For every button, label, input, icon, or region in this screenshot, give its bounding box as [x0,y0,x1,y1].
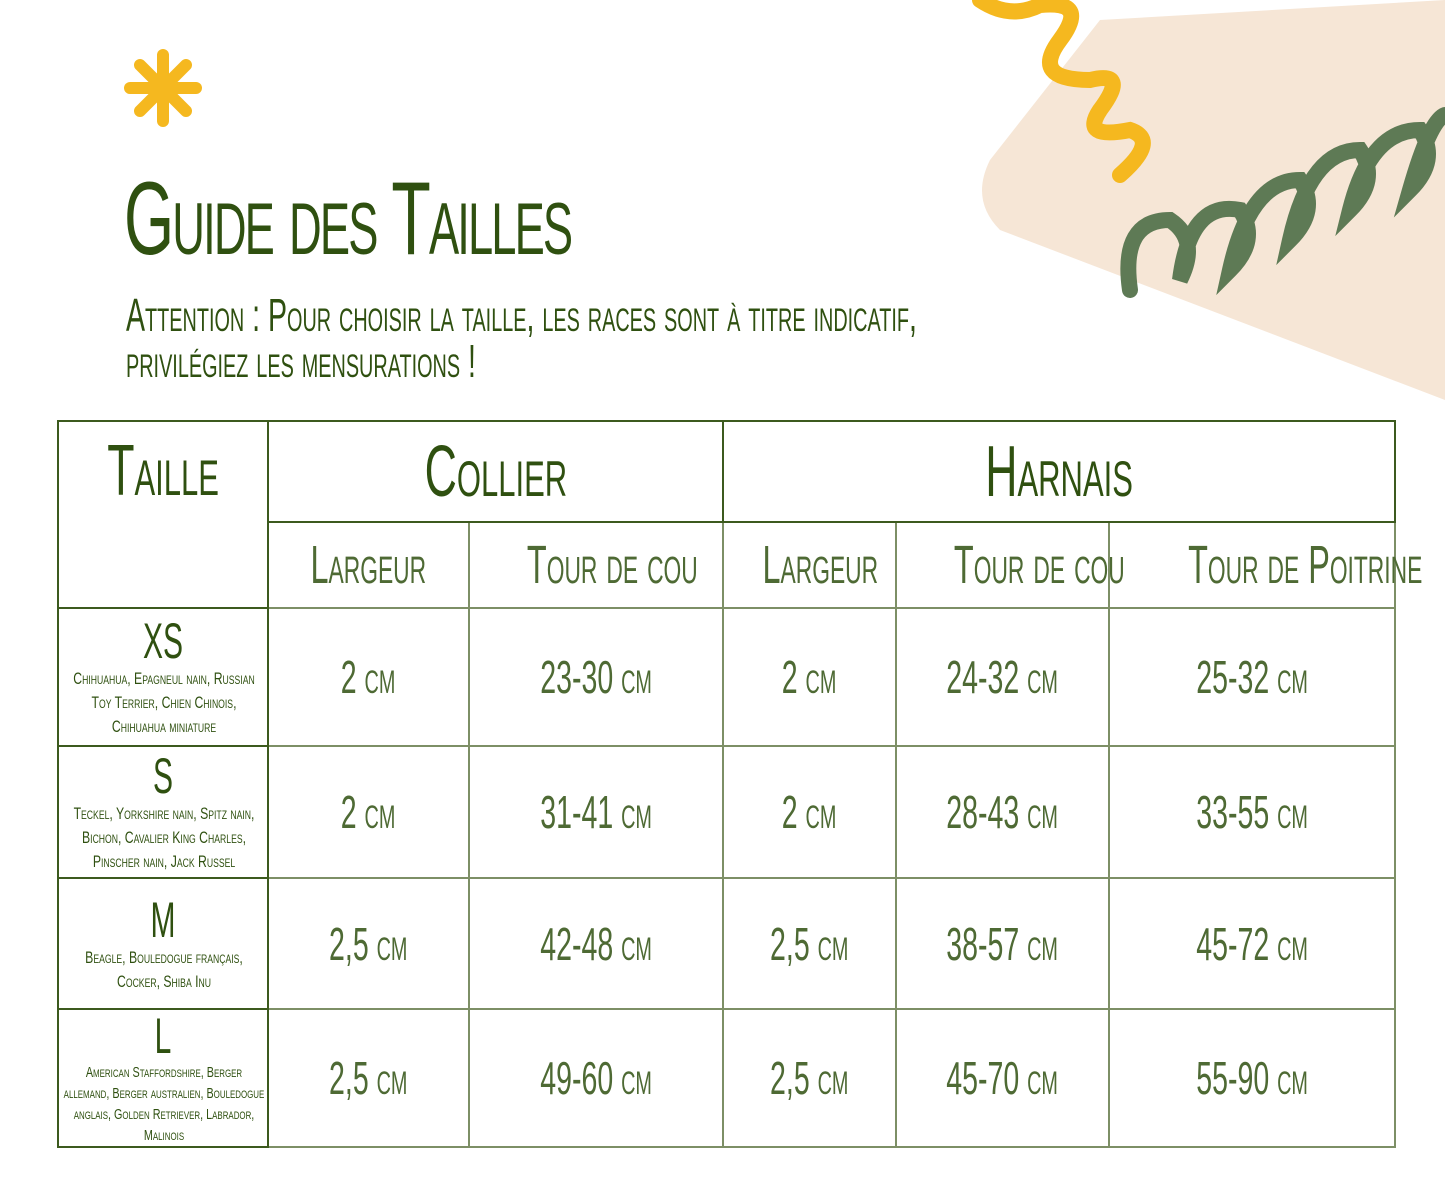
value-cell: 23-30 cm [467,607,725,747]
value-cell: 2,5 cm [722,877,898,1010]
table-row: L American Staffordshire, Berger allemand… [57,1008,1397,1148]
asterisk-icon [124,49,202,127]
value-cell: 45-70 cm [895,1008,1111,1148]
page-title: Guide des Tailles [124,161,573,277]
value-cell: 33-55 cm [1108,745,1397,879]
size-cell: XS Chihuahua, Epagneul nain, Russian Toy … [57,607,269,747]
value-cell: 2,5 cm [722,1008,898,1148]
value-cell: 55-90 cm [1108,1008,1397,1148]
size-cell: L American Staffordshire, Berger allemand… [57,1008,269,1148]
value-cell: 38-57 cm [895,877,1111,1010]
value-cell: 31-41 cm [467,745,725,879]
table-row: XS Chihuahua, Epagneul nain, Russian Toy … [57,607,1397,747]
subheader: Tour de cou [895,521,1125,609]
value-cell: 45-72 cm [1108,877,1397,1010]
table-row: M Beagle, Bouledogue français, Cocker, Sh… [57,877,1397,1010]
value-cell: 2 cm [722,745,898,879]
value-cell: 2,5 cm [267,877,470,1010]
value-cell: 24-32 cm [895,607,1111,747]
subheader: Tour de Poitrine [1108,521,1422,609]
size-cell: M Beagle, Bouledogue français, Cocker, Sh… [57,877,269,1010]
warning-line-1: Attention : Pour choisir la taille, les … [126,289,917,341]
value-cell: 42-48 cm [467,877,725,1010]
value-cell: 2 cm [267,745,470,879]
subheader: Largeur [722,521,898,609]
yellow-spiral [972,0,1151,183]
warning-text: Attention : Pour choisir la taille, les … [126,292,917,384]
size-table: Taille Collier Harnais Largeur Tour de c… [57,420,1422,1148]
table-row: S Teckel, Yorkshire nain, Spitz nain, Bic… [57,745,1397,879]
header-collar: Collier [266,420,725,523]
header-size: Taille [57,420,269,609]
value-cell: 2 cm [722,607,898,747]
value-cell: 28-43 cm [895,745,1111,879]
subheader: Largeur [267,521,470,609]
warning-line-2: privilégiez les mensurations ! [126,335,476,387]
value-cell: 49-60 cm [467,1008,725,1148]
green-spiral [1120,107,1445,298]
header-harness: Harnais [722,420,1397,523]
value-cell: 25-32 cm [1108,607,1397,747]
subheader: Tour de cou [467,521,725,609]
size-cell: S Teckel, Yorkshire nain, Spitz nain, Bic… [57,745,269,879]
value-cell: 2 cm [267,607,470,747]
value-cell: 2,5 cm [267,1008,470,1148]
